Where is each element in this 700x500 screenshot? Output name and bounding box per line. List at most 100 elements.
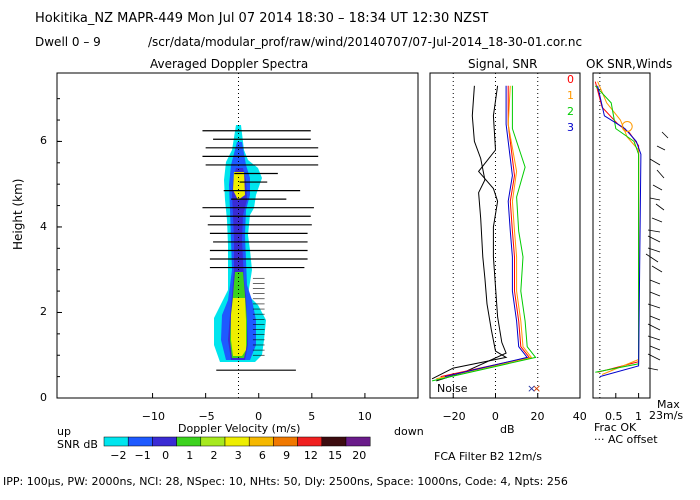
legend-value: −1	[134, 449, 151, 462]
ok-xtick-label: 1	[635, 410, 642, 423]
snr-marker-x1: ×	[532, 382, 541, 395]
wind-arrow	[647, 335, 661, 341]
legend-value: 12	[303, 449, 318, 462]
ok-legend-1: 1	[567, 89, 574, 102]
legend-value: 9	[283, 449, 291, 462]
spectra-xtick-label: −5	[198, 410, 215, 423]
x-axis-label: Doppler Velocity (m/s)	[178, 422, 301, 435]
snr-xtick-label: −20	[442, 410, 466, 423]
legend-value: 6	[258, 449, 266, 462]
spectra-frame	[56, 72, 419, 399]
ok-marker-circle	[621, 120, 633, 132]
legend-swatch	[321, 436, 347, 447]
wind-vectors	[645, 131, 669, 371]
legend-swatch	[103, 436, 129, 447]
spectra-error-bars	[202, 130, 319, 371]
ok-legend-2: 2	[567, 105, 574, 118]
wind-arrow	[649, 158, 661, 166]
snr-panel-title: Signal, SNR	[468, 57, 538, 71]
wind-arrow	[649, 291, 661, 297]
wind-arrow	[649, 279, 661, 285]
spectra-ytick-label: 0	[40, 391, 47, 404]
snr-line-snr3	[444, 85, 529, 378]
snr-xtick-label: 20	[530, 410, 545, 423]
ok-frame	[592, 72, 651, 399]
wind-arrow	[649, 345, 661, 351]
legend-swatch	[224, 436, 250, 447]
legend-value: 15	[328, 449, 343, 462]
snr-color-legend	[103, 436, 371, 447]
max-value: 23m/s	[649, 409, 684, 422]
snr-series	[431, 85, 537, 382]
legend-swatch	[248, 436, 274, 447]
wind-arrow	[647, 247, 661, 253]
footer-params: IPP: 100μs, PW: 2000ns, NCI: 28, NSpec: …	[3, 475, 568, 488]
spectra-xtick-label: 0	[255, 410, 263, 423]
wind-arrow	[647, 235, 661, 243]
spectra-color-field	[214, 125, 266, 362]
ok-xtick-label: 0.5	[605, 410, 623, 423]
wind-arrow	[656, 145, 666, 151]
spectra-xtick-label: −10	[141, 410, 165, 423]
wind-arrow	[647, 323, 661, 331]
snr-xtick-label: 0	[491, 410, 499, 423]
wind-arrow	[651, 265, 663, 273]
noise-label: Noise	[437, 382, 468, 395]
legend-swatch	[200, 436, 226, 447]
wind-arrow	[647, 303, 661, 309]
spectra-ytick-label: 6	[40, 134, 47, 148]
legend-value: 0	[162, 449, 170, 462]
legend-value: 3	[234, 449, 242, 462]
wind-arrow	[647, 367, 659, 371]
max-label: Max	[657, 398, 680, 411]
ok-line-ok3	[597, 85, 642, 378]
wind-arrow	[656, 169, 665, 179]
legend-swatch	[127, 436, 153, 447]
wind-arrow	[647, 353, 661, 361]
dwell-label: Dwell 0 – 9	[35, 35, 101, 49]
legend-value: 2	[210, 449, 218, 462]
down-label: down	[394, 425, 424, 438]
snr-line-snr0	[440, 85, 531, 378]
wind-arrow	[655, 203, 665, 211]
wind-arrow	[645, 253, 659, 263]
wind-arrow	[651, 217, 663, 223]
ok-panel-title: OK SNR,Winds	[586, 57, 673, 71]
legend-swatch	[273, 436, 298, 447]
legend-swatch	[152, 436, 177, 447]
wind-arrow	[652, 184, 663, 191]
ok-legend-3: 3	[567, 121, 574, 134]
snr-line-snr2	[431, 85, 537, 382]
header-title: Hokitika_NZ MAPR-449 Mon Jul 07 2014 18:…	[35, 11, 489, 26]
snr-line-signal	[436, 85, 507, 382]
snr-db-label: SNR dB	[57, 438, 98, 451]
spectra-xtick-label: 10	[357, 410, 372, 423]
spectra-ytick-label: 4	[40, 219, 47, 233]
frac-ok-label: Frac OK	[594, 421, 637, 434]
wind-arrow	[647, 229, 661, 233]
legend-swatch	[345, 436, 371, 447]
spectra-xtick-label: 5	[308, 410, 316, 423]
spectra-ytick-label: 2	[40, 305, 47, 319]
legend-swatch	[176, 436, 202, 447]
wind-arrow	[661, 131, 669, 139]
file-path: /scr/data/modular_prof/raw/wind/20140707…	[148, 35, 583, 49]
snr-marker-x2: ×	[527, 382, 536, 395]
snr-line-noise	[431, 85, 508, 380]
legend-swatch	[297, 436, 323, 447]
wind-arrow	[649, 197, 661, 201]
snr-xtick-label: 40	[572, 410, 587, 423]
ok-legend-0: 0	[567, 73, 574, 86]
ok-series	[594, 81, 642, 378]
snr-frame	[429, 72, 581, 399]
legend-value: 20	[352, 449, 367, 462]
legend-value: 1	[186, 449, 194, 462]
fca-filter-label: FCA Filter B2 12m/s	[434, 450, 542, 463]
snr-xlabel: dB	[500, 423, 515, 436]
spectra-title: Averaged Doppler Spectra	[150, 57, 309, 71]
ac-offset-label: ··· AC offset	[594, 433, 658, 446]
snr-line-snr1	[436, 85, 533, 380]
up-label: up	[57, 425, 71, 438]
snr-region-yellow	[231, 298, 246, 356]
